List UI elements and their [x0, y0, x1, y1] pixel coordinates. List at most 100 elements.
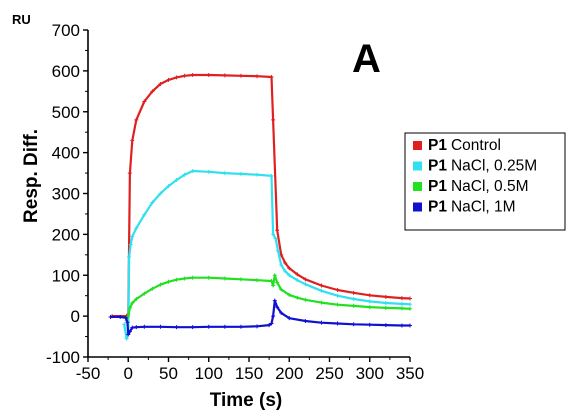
legend-series-name: Control: [451, 137, 501, 154]
data-point: [255, 278, 260, 283]
y-tick-label: 500: [52, 103, 80, 122]
data-point: [367, 293, 372, 298]
data-point: [351, 322, 356, 327]
x-tick-label: 250: [315, 364, 343, 383]
axes: -100 0 100 200 300 400 500 600 700 -50 0 50 100 150 2…: [46, 21, 424, 383]
data-point: [335, 287, 340, 292]
x-tick-label: 150: [235, 364, 263, 383]
data-point: [174, 277, 179, 282]
plot-lines: [108, 72, 412, 341]
legend-entry: P1 NaCl, 1M: [428, 199, 516, 216]
data-point: [255, 74, 260, 79]
data-point: [269, 173, 274, 178]
data-point: [108, 314, 113, 319]
data-point: [399, 306, 404, 311]
data-point: [174, 178, 179, 183]
y-unit-label: RU: [12, 12, 31, 27]
data-point: [271, 314, 276, 319]
data-point: [275, 248, 280, 253]
y-axis-title: Resp. Diff.: [21, 129, 42, 223]
data-point: [383, 294, 388, 299]
data-point: [319, 320, 324, 325]
data-point: [275, 280, 280, 285]
data-point: [118, 314, 123, 319]
data-point: [383, 323, 388, 328]
data-point: [303, 277, 308, 282]
data-point: [158, 282, 163, 287]
data-point: [269, 278, 274, 283]
x-tick-label: 100: [195, 364, 223, 383]
data-point: [222, 171, 227, 176]
data-point: [275, 228, 280, 233]
data-point: [238, 171, 243, 176]
data-point: [124, 336, 129, 341]
x-ticks: -50 0 50 100 150 200 250 300 350: [76, 357, 424, 383]
data-point: [190, 275, 195, 280]
data-point: [287, 273, 292, 278]
x-axis-title: Time (s): [210, 390, 283, 411]
data-point: [182, 172, 187, 177]
data-point: [222, 324, 227, 329]
data-point: [335, 302, 340, 307]
data-point: [367, 299, 372, 304]
data-point: [134, 117, 139, 122]
y-tick-label: 600: [52, 62, 80, 81]
series-line-2: [123, 169, 411, 340]
data-point: [158, 81, 163, 86]
y-tick-label: -100: [46, 348, 80, 367]
data-point: [238, 277, 243, 282]
data-point: [319, 300, 324, 305]
x-tick-label: -50: [76, 364, 101, 383]
panel-label: A: [352, 37, 381, 81]
data-point: [399, 323, 404, 328]
data-point: [222, 276, 227, 281]
data-point: [383, 305, 388, 310]
x-tick-label: 50: [159, 364, 178, 383]
data-point: [206, 169, 211, 174]
y-tick-label: 100: [52, 266, 80, 285]
data-point: [158, 191, 163, 196]
legend-series-name: NaCl, 0.5M: [451, 178, 529, 195]
data-point: [174, 325, 179, 330]
data-point: [303, 319, 308, 324]
legend-entry: P1 NaCl, 0.5M: [428, 178, 529, 195]
data-point: [238, 73, 243, 78]
data-point: [166, 279, 171, 284]
data-point: [134, 325, 139, 330]
y-ticks: -100 0 100 200 300 400 500 600 700: [46, 21, 88, 367]
legend-prefix: P1: [428, 199, 447, 216]
data-point: [255, 172, 260, 177]
data-point: [269, 75, 274, 80]
x-tick-label: 350: [396, 364, 424, 383]
data-point: [166, 77, 171, 82]
data-point: [279, 310, 284, 315]
legend-series-name: NaCl, 1M: [451, 199, 516, 216]
data-point: [206, 72, 211, 77]
data-point: [303, 282, 308, 287]
data-point: [351, 290, 356, 295]
data-point: [295, 295, 300, 300]
data-point: [130, 301, 135, 306]
data-point: [255, 324, 260, 329]
y-tick-label: 400: [52, 144, 80, 163]
data-point: [127, 329, 132, 334]
data-point: [134, 296, 139, 301]
legend-entry: P1 Control: [428, 137, 501, 154]
data-point: [272, 298, 277, 303]
data-point: [287, 292, 292, 297]
data-point: [283, 260, 288, 265]
data-point: [408, 306, 412, 311]
data-point: [123, 315, 128, 320]
data-point: [150, 89, 155, 94]
data-point: [150, 200, 155, 205]
data-point: [295, 272, 300, 277]
data-point: [206, 324, 211, 329]
data-point: [399, 296, 404, 301]
data-point: [408, 302, 412, 307]
data-point: [127, 254, 132, 259]
data-point: [222, 73, 227, 78]
legend-box: [404, 132, 566, 231]
data-point: [150, 286, 155, 291]
legend-swatch: [413, 182, 422, 191]
data-point: [351, 296, 356, 301]
